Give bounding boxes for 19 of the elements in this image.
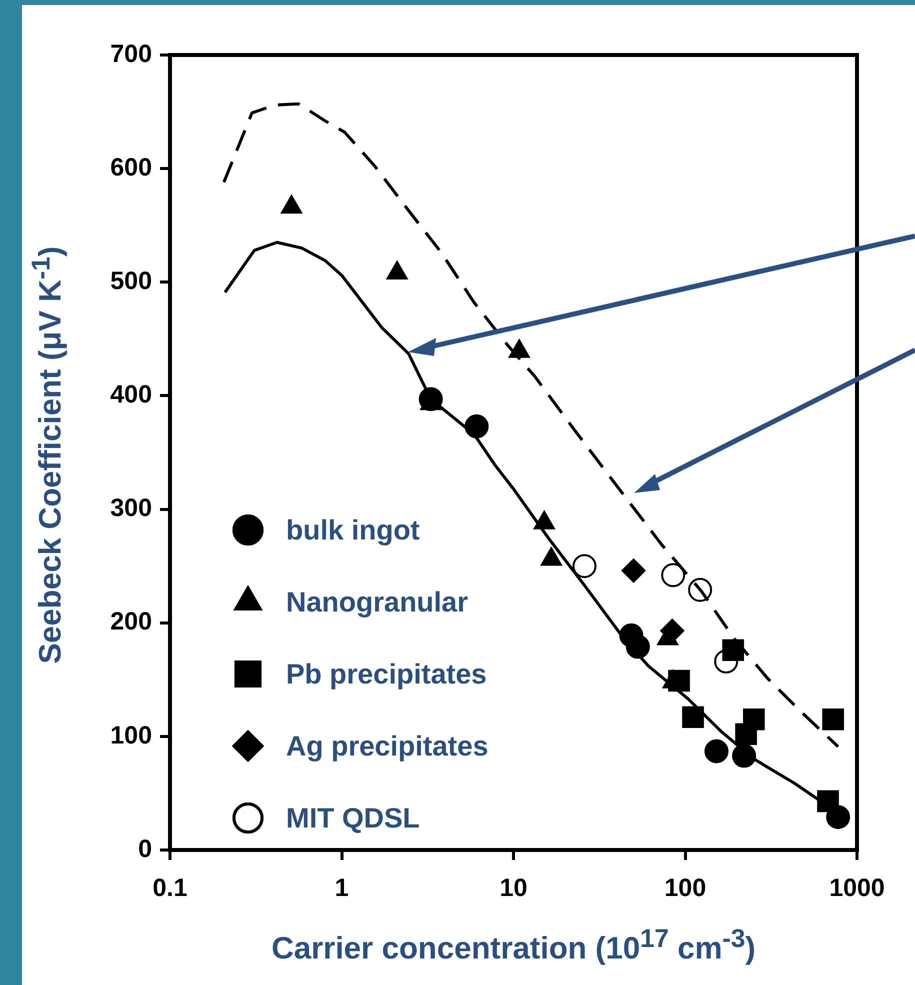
y-tick-label: 600 <box>110 153 152 182</box>
y-tick-label: 0 <box>138 834 152 863</box>
x-tick-label: 10 <box>500 874 528 902</box>
y-tick-label: 100 <box>110 721 152 750</box>
x-tick-label: 1000 <box>829 874 885 902</box>
legend-label: Pb precipitates <box>286 658 487 690</box>
y-tick-label: 200 <box>110 608 152 636</box>
legend-label: MIT QDSL <box>286 802 420 834</box>
y-tick-label: 500 <box>110 267 152 296</box>
x-tick-label: 0.1 <box>152 874 188 902</box>
x-axis-title: Carrier concentration (10$^{17}$ cm$^{-3}$) <box>270 925 757 966</box>
y-tick-label: 300 <box>110 494 152 522</box>
x-tick-label: 100 <box>664 874 706 902</box>
y-tick-label: 400 <box>110 380 152 409</box>
legend-label: bulk ingot <box>286 514 420 546</box>
y-tick-label: 700 <box>110 40 152 68</box>
legend-label: Nanogranular <box>286 586 468 618</box>
legend-label: Ag precipitates <box>286 730 488 762</box>
x-tick-label: 1 <box>334 874 349 902</box>
